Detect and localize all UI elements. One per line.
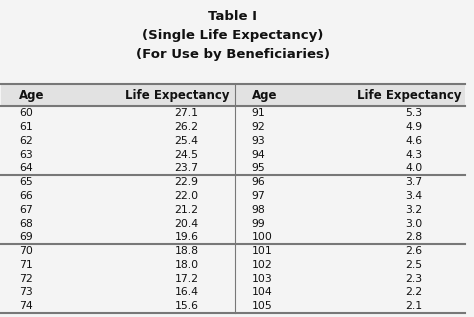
- Text: (Single Life Expectancy): (Single Life Expectancy): [142, 29, 324, 42]
- Text: 98: 98: [252, 205, 265, 215]
- Text: Age: Age: [19, 89, 45, 102]
- Text: 61: 61: [19, 122, 33, 132]
- Text: 64: 64: [19, 164, 33, 173]
- Text: 69: 69: [19, 232, 33, 243]
- Text: 18.0: 18.0: [174, 260, 199, 270]
- Text: (For Use by Beneficiaries): (For Use by Beneficiaries): [136, 48, 330, 61]
- Text: 62: 62: [19, 136, 33, 146]
- Text: 2.3: 2.3: [405, 274, 423, 284]
- Text: 2.6: 2.6: [405, 246, 423, 256]
- Text: Life Expectancy: Life Expectancy: [357, 89, 462, 102]
- Text: 60: 60: [19, 108, 33, 118]
- Text: 91: 91: [252, 108, 265, 118]
- FancyBboxPatch shape: [0, 84, 465, 107]
- Text: 3.2: 3.2: [405, 205, 423, 215]
- Text: 66: 66: [19, 191, 33, 201]
- Text: 27.1: 27.1: [174, 108, 199, 118]
- Text: 22.0: 22.0: [174, 191, 199, 201]
- Text: 104: 104: [252, 288, 272, 297]
- Text: 25.4: 25.4: [174, 136, 199, 146]
- Text: 102: 102: [252, 260, 272, 270]
- Text: 93: 93: [252, 136, 265, 146]
- Text: 65: 65: [19, 177, 33, 187]
- Text: 4.0: 4.0: [405, 164, 423, 173]
- Text: 105: 105: [252, 301, 272, 311]
- Text: 3.0: 3.0: [405, 218, 423, 229]
- Text: Age: Age: [252, 89, 277, 102]
- Text: 99: 99: [252, 218, 265, 229]
- Text: 103: 103: [252, 274, 272, 284]
- Text: 4.3: 4.3: [405, 150, 423, 160]
- Text: 71: 71: [19, 260, 33, 270]
- Text: 4.9: 4.9: [405, 122, 423, 132]
- Text: 70: 70: [19, 246, 33, 256]
- Text: 92: 92: [252, 122, 265, 132]
- Text: 19.6: 19.6: [174, 232, 199, 243]
- Text: 101: 101: [252, 246, 272, 256]
- Text: 4.6: 4.6: [405, 136, 423, 146]
- Text: 68: 68: [19, 218, 33, 229]
- Text: 97: 97: [252, 191, 265, 201]
- Text: 95: 95: [252, 164, 265, 173]
- Text: 5.3: 5.3: [405, 108, 423, 118]
- Text: 17.2: 17.2: [174, 274, 199, 284]
- Text: 74: 74: [19, 301, 33, 311]
- Text: 22.9: 22.9: [174, 177, 199, 187]
- Text: 100: 100: [252, 232, 273, 243]
- Text: 20.4: 20.4: [174, 218, 199, 229]
- Text: 24.5: 24.5: [174, 150, 199, 160]
- Text: 21.2: 21.2: [174, 205, 199, 215]
- Text: 94: 94: [252, 150, 265, 160]
- Text: 15.6: 15.6: [174, 301, 199, 311]
- Text: 72: 72: [19, 274, 33, 284]
- Text: 18.8: 18.8: [174, 246, 199, 256]
- Text: 96: 96: [252, 177, 265, 187]
- Text: 3.7: 3.7: [405, 177, 423, 187]
- Text: 2.2: 2.2: [405, 288, 423, 297]
- Text: 3.4: 3.4: [405, 191, 423, 201]
- Text: 26.2: 26.2: [174, 122, 199, 132]
- Text: Table I: Table I: [209, 10, 257, 23]
- Text: 73: 73: [19, 288, 33, 297]
- Text: 16.4: 16.4: [174, 288, 199, 297]
- Text: 2.1: 2.1: [405, 301, 423, 311]
- Text: 23.7: 23.7: [174, 164, 199, 173]
- Text: 2.5: 2.5: [405, 260, 423, 270]
- Text: 2.8: 2.8: [405, 232, 423, 243]
- Text: 67: 67: [19, 205, 33, 215]
- Text: 63: 63: [19, 150, 33, 160]
- Text: Life Expectancy: Life Expectancy: [125, 89, 229, 102]
